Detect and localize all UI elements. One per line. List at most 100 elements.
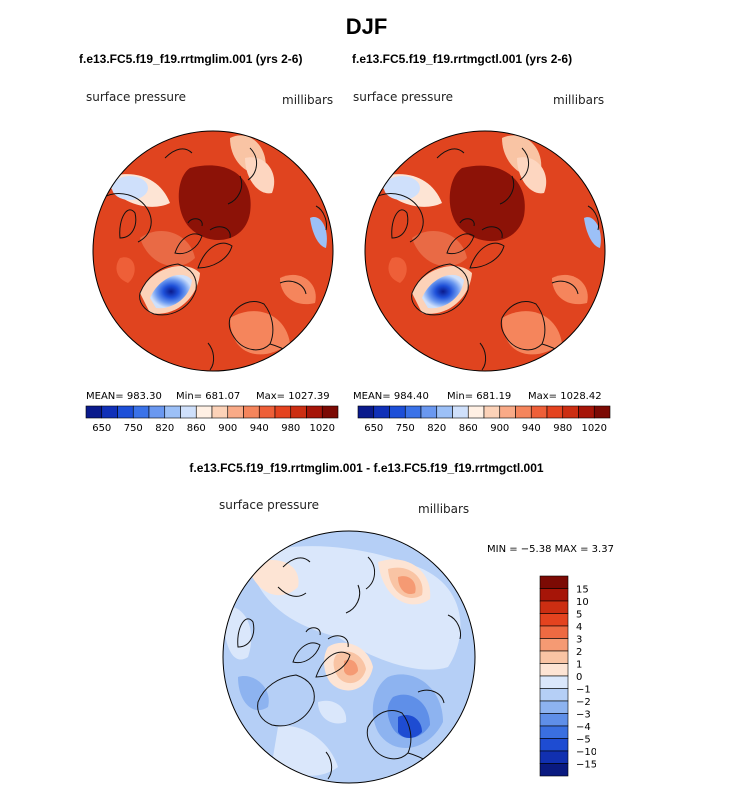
colorbar-case-a-swatch [227, 405, 244, 419]
colorbar-case-a-tick-label: 900 [218, 423, 237, 434]
colorbar-case-b-swatch [499, 405, 516, 419]
colorbar-case-b-swatch [593, 405, 611, 419]
colorbar-difference-swatch [539, 688, 569, 702]
colorbar-case-a-swatch [274, 405, 292, 419]
case-a-variable: surface pressure [86, 90, 186, 104]
colorbar-difference-tick-label: 5 [576, 610, 582, 621]
colorbar-case-b-swatch [562, 405, 579, 419]
colorbar-case-b-tick-label: 940 [522, 423, 541, 434]
difference-title: f.e13.FC5.f19_f19.rrtmglim.001 - f.e13.F… [189, 461, 544, 475]
colorbar-difference-swatch [539, 600, 569, 614]
colorbar-case-b: 650 750 820 860 900 940 980 1020 [357, 405, 611, 434]
colorbar-difference-swatch [539, 713, 569, 727]
colorbar-difference-swatch [539, 575, 569, 589]
colorbar-case-b-swatch [404, 405, 422, 419]
colorbar-case-a-swatch [321, 405, 339, 419]
case-b-title: f.e13.FC5.f19_f19.rrtmgctl.001 (yrs 2-6) [352, 52, 573, 66]
colorbar-case-a-swatch [164, 405, 181, 419]
colorbar-case-b-swatch [467, 405, 485, 419]
map-case-a [92, 130, 334, 372]
colorbar-case-b-tick-label: 650 [364, 423, 383, 434]
colorbar-difference-swatch [539, 613, 569, 627]
colorbar-difference-tick-label: −3 [576, 710, 591, 721]
case-b-units: millibars [553, 93, 605, 107]
colorbar-difference-tick-label: −4 [576, 722, 591, 733]
colorbar-case-b-tick-label: 820 [427, 423, 446, 434]
colorbar-case-b-swatch [357, 405, 375, 419]
colorbar-case-b-tick-label: 1020 [582, 423, 607, 434]
colorbar-case-b-swatch [373, 405, 390, 419]
colorbar-difference-tick-label: −5 [576, 735, 591, 746]
colorbar-case-b-swatch [389, 405, 406, 419]
colorbar-difference-tick-label: 15 [576, 585, 589, 596]
diff-units: millibars [418, 502, 470, 516]
case-b-mean: MEAN= 984.40 [353, 391, 429, 402]
colorbar-case-a-tick-label: 820 [155, 423, 174, 434]
colorbar-difference-tick-label: −10 [576, 747, 596, 758]
colorbar-case-b-tick-label: 860 [459, 423, 478, 434]
case-a-min: Min= 681.07 [176, 391, 241, 402]
colorbar-case-a-swatch [180, 405, 197, 419]
colorbar-case-a-tick-label: 860 [187, 423, 206, 434]
colorbar-difference-swatch [539, 625, 569, 639]
case-a-mean: MEAN= 983.30 [86, 391, 162, 402]
colorbar-case-b-tick-label: 750 [396, 423, 415, 434]
colorbar-case-a-tick-label: 1020 [310, 423, 335, 434]
colorbar-case-a-swatch [85, 405, 103, 419]
colorbar-case-b-tick-label: 980 [553, 423, 572, 434]
colorbar-case-b-swatch [578, 405, 595, 419]
colorbar-case-b-swatch [515, 405, 532, 419]
colorbar-case-b-tick-label: 900 [490, 423, 509, 434]
figure-title: DJF [345, 14, 388, 39]
colorbar-case-b-swatch [436, 405, 453, 419]
colorbar-case-b-swatch [483, 405, 501, 419]
colorbar-difference-swatch [539, 675, 569, 689]
map-difference [222, 530, 476, 784]
colorbar-case-a-swatch [132, 405, 150, 419]
case-b-max: Max= 1028.42 [528, 391, 602, 402]
colorbar-case-b-swatch [530, 405, 548, 419]
colorbar-case-b-swatch [452, 405, 469, 419]
diff-minmax: MIN = −5.38 MAX = 3.37 [487, 544, 614, 555]
colorbar-difference-swatch [539, 700, 569, 714]
colorbar-case-a-swatch [258, 405, 276, 419]
colorbar-case-b-swatch [420, 405, 438, 419]
colorbar-difference-tick-label: 10 [576, 597, 589, 608]
colorbar-difference-tick-label: 1 [576, 660, 582, 671]
colorbar-case-a-tick-label: 650 [92, 423, 111, 434]
map-case-b [364, 130, 606, 372]
colorbar-case-b-swatch [546, 405, 564, 419]
colorbar-difference-tick-label: 2 [576, 647, 582, 658]
case-a-title: f.e13.FC5.f19_f19.rrtmglim.001 (yrs 2-6) [79, 52, 303, 66]
colorbar-difference-swatch [539, 725, 569, 739]
colorbar-case-a-tick-label: 980 [281, 423, 300, 434]
colorbar-case-a-swatch [148, 405, 166, 419]
case-b-variable: surface pressure [353, 90, 453, 104]
colorbar-case-a-swatch [211, 405, 229, 419]
case-b-min: Min= 681.19 [447, 391, 512, 402]
colorbar-difference-tick-label: 3 [576, 635, 582, 646]
colorbar-difference-tick-label: 0 [576, 672, 582, 683]
colorbar-difference-tick-label: −15 [576, 760, 596, 771]
colorbar-case-a-swatch [290, 405, 307, 419]
colorbar-difference-tick-label: −2 [576, 697, 591, 708]
colorbar-case-a-swatch [195, 405, 213, 419]
case-a-max: Max= 1027.39 [256, 391, 330, 402]
colorbar-difference-tick-label: −1 [576, 685, 591, 696]
colorbar-case-a-tick-label: 940 [250, 423, 269, 434]
colorbar-difference-swatch [539, 588, 569, 602]
colorbar-difference-swatch [539, 738, 569, 752]
colorbar-difference-swatch [539, 763, 569, 777]
colorbar-difference-swatch [539, 750, 569, 764]
colorbar-case-a-swatch [117, 405, 134, 419]
colorbar-case-a: 650 750 820 860 900 940 980 1020 [85, 405, 339, 434]
colorbar-case-a-swatch [101, 405, 118, 419]
colorbar-difference-swatch [539, 650, 569, 664]
colorbar-case-a-swatch [306, 405, 323, 419]
colorbar-difference-swatch [539, 663, 569, 677]
colorbar-difference-tick-label: 4 [576, 622, 582, 633]
colorbar-difference-swatch [539, 638, 569, 652]
case-a-units: millibars [282, 93, 334, 107]
diff-variable: surface pressure [219, 498, 319, 512]
